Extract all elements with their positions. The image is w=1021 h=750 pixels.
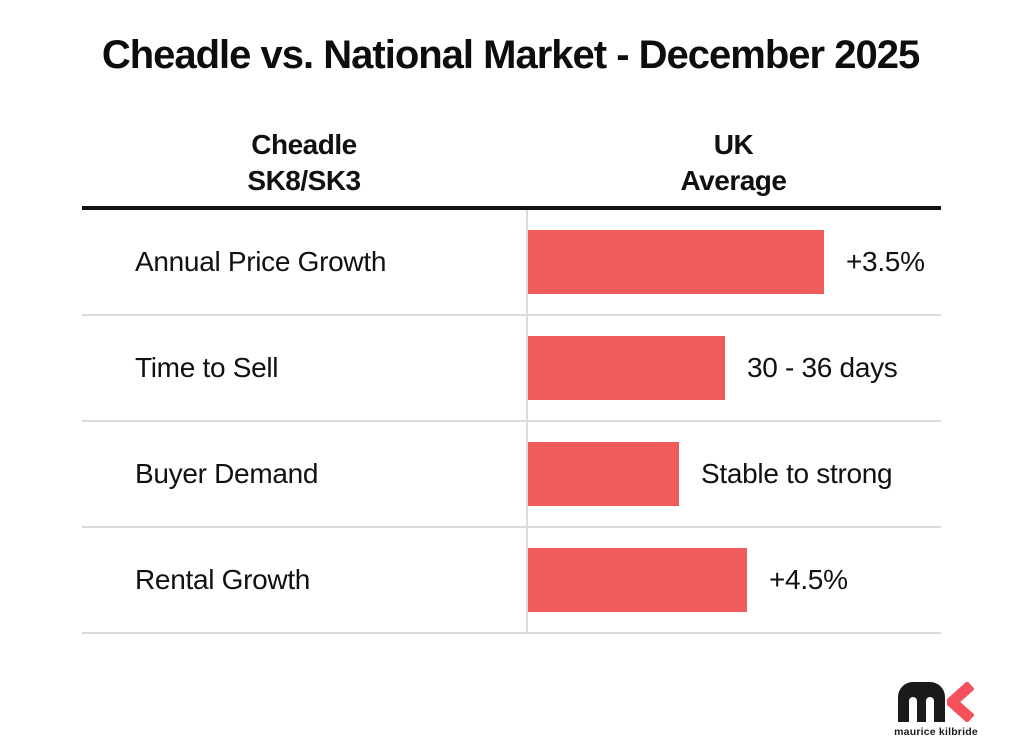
- table-row-time-to-sell: Time to Sell 30 - 36 days: [82, 316, 941, 422]
- value-label: Stable to strong: [701, 458, 893, 489]
- logo-mark: [898, 682, 974, 722]
- logo-k-chevron-icon: [947, 682, 974, 722]
- value-label: +4.5%: [769, 564, 848, 595]
- column-header-cheadle-line2: SK8/SK3: [247, 165, 361, 196]
- bar-cell: +3.5%: [526, 210, 941, 314]
- column-header-cheadle-line1: Cheadle: [251, 129, 357, 160]
- column-header-uk-line2: Average: [680, 165, 787, 196]
- bar-rental-growth: [528, 548, 747, 612]
- metric-label: Annual Price Growth: [135, 246, 387, 277]
- value-label: 30 - 36 days: [747, 352, 898, 383]
- table-row-buyer-demand: Buyer Demand Stable to strong: [82, 422, 941, 528]
- bar-buyer-demand: [528, 442, 679, 506]
- brand-logo: maurice kilbride: [891, 682, 981, 738]
- logo-m-glyph: [898, 682, 945, 722]
- brand-name: maurice kilbride: [894, 726, 978, 738]
- table-row-rental-growth: Rental Growth +4.5%: [82, 528, 941, 634]
- column-header-cheadle: Cheadle SK8/SK3: [82, 120, 526, 206]
- metric-label: Buyer Demand: [135, 458, 319, 489]
- metric-label: Time to Sell: [135, 352, 279, 383]
- metric-label: Rental Growth: [135, 564, 311, 595]
- bar-time-to-sell: [528, 336, 725, 400]
- column-header-uk-line1: UK: [713, 129, 754, 160]
- bar-cell: +4.5%: [526, 528, 941, 632]
- page-title: Cheadle vs. National Market - December 2…: [101, 33, 920, 77]
- value-label: +3.5%: [846, 246, 925, 277]
- comparison-table: Cheadle SK8/SK3 UK Average Annual Price …: [82, 120, 941, 634]
- bar-annual-price-growth: [528, 230, 824, 294]
- table-row-annual-price-growth: Annual Price Growth +3.5%: [82, 210, 941, 316]
- table-header-row: Cheadle SK8/SK3 UK Average: [82, 120, 941, 210]
- bar-cell: Stable to strong: [526, 422, 941, 526]
- column-header-uk-average: UK Average: [526, 120, 941, 206]
- bar-cell: 30 - 36 days: [526, 316, 941, 420]
